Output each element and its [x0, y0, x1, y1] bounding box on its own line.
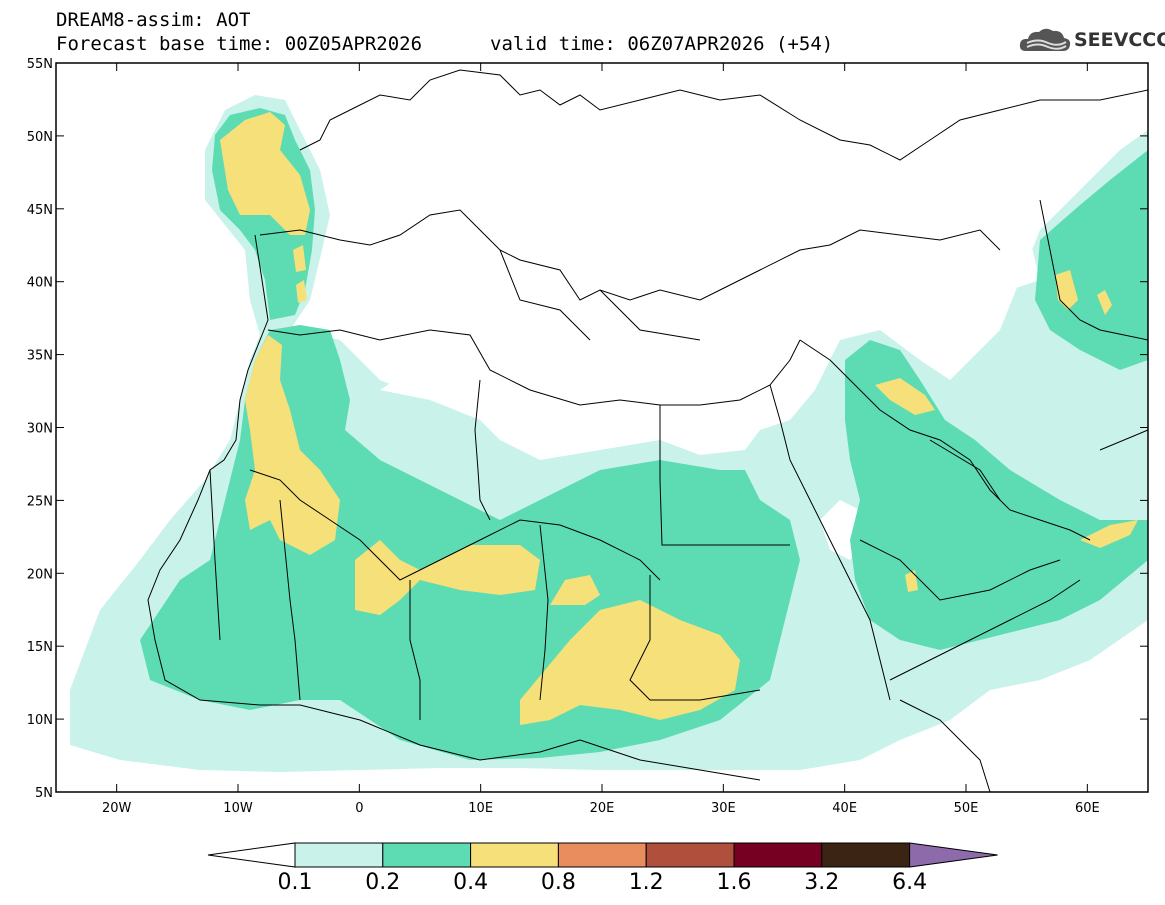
lon-label: 20W: [102, 801, 132, 816]
lon-label: 60E: [1075, 801, 1100, 816]
lon-label: 50E: [954, 801, 979, 816]
colorbar-label: 0.1: [277, 870, 313, 895]
time-info: Forecast base time: 00Z05APR2026 valid ti…: [56, 33, 833, 55]
colorbar-segment: [733, 842, 823, 868]
lat-label: 45N: [27, 203, 53, 218]
lon-label: 10W: [223, 801, 253, 816]
lon-label: 0: [355, 801, 363, 816]
logo-text: SEEVCCC: [1074, 29, 1165, 51]
colorbar-segment: [645, 842, 735, 868]
cloud-icon: [1019, 28, 1071, 51]
lat-label: 55N: [27, 57, 53, 72]
aot-level-0.4: [220, 112, 310, 235]
lat-label: 15N: [27, 640, 53, 655]
lat-label: 10N: [27, 713, 53, 728]
lat-label: 35N: [27, 349, 53, 364]
colorbar-segment: [821, 842, 911, 868]
colorbar-label: 1.6: [716, 870, 752, 895]
lat-label: 40N: [27, 276, 53, 291]
colorbar-label: 3.2: [804, 870, 840, 895]
colorbar-label: 0.2: [365, 870, 401, 895]
lat-label: 25N: [27, 494, 53, 509]
colorbar-min-arrow: [207, 842, 296, 868]
lon-label: 20E: [590, 801, 615, 816]
colorbar-label: 1.2: [628, 870, 664, 895]
colorbar-max-arrow: [909, 842, 998, 868]
forecast-base-time: Forecast base time: 00Z05APR2026: [56, 33, 423, 55]
colorbar-label: 0.8: [540, 870, 576, 895]
lat-label: 20N: [27, 567, 53, 582]
colorbar-label: 6.4: [892, 870, 928, 895]
lat-label: 30N: [27, 422, 53, 437]
colorbar-segment: [382, 842, 472, 868]
lat-label: 5N: [35, 786, 53, 801]
valid-time: valid time: 06Z07APR2026 (+54): [490, 33, 834, 55]
coastlines-and-borders: [147, 69, 1149, 793]
lat-label: 50N: [27, 130, 53, 145]
colorbar-segment: [294, 842, 384, 868]
map-title: DREAM8-assim: AOT: [56, 9, 251, 31]
lon-label: 30E: [711, 801, 736, 816]
lon-label: 10E: [468, 801, 493, 816]
colorbar-label: 0.4: [453, 870, 489, 895]
lon-label: 40E: [832, 801, 857, 816]
colorbar-segment: [470, 842, 559, 868]
seevccc-logo: SEEVCCC: [1018, 26, 1165, 56]
colorbar-segment: [557, 842, 647, 868]
colorbar: [207, 842, 998, 868]
aot-fields: [56, 63, 1148, 792]
